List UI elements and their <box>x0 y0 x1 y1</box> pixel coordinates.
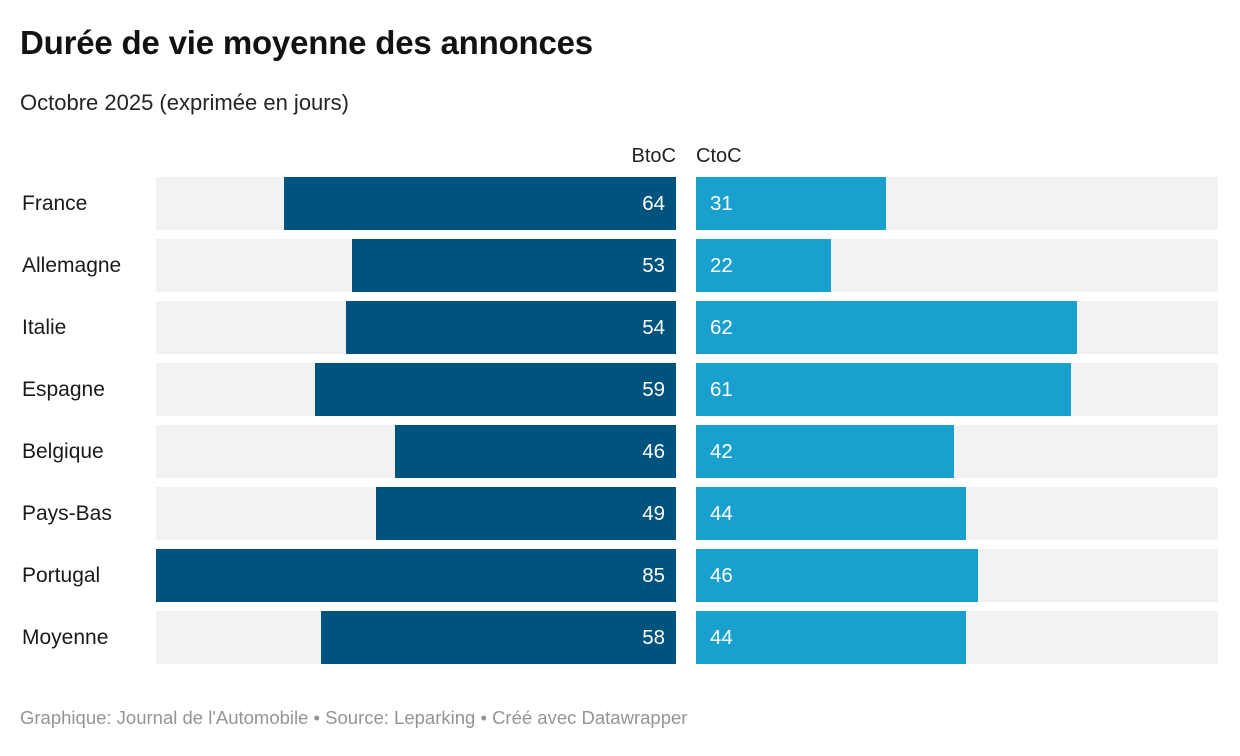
ctoc-track: 61 <box>696 363 1218 417</box>
ctoc-value-label: 46 <box>710 563 733 587</box>
btoc-value-label: 49 <box>642 501 665 525</box>
ctoc-track: 22 <box>696 239 1218 293</box>
column-gap <box>676 425 696 478</box>
chart-row: France 64 31 <box>20 177 1218 231</box>
ctoc-track: 31 <box>696 177 1218 231</box>
ctoc-track: 44 <box>696 611 1218 665</box>
column-header-btoc: BtoC <box>631 145 676 168</box>
row-label: Portugal <box>22 563 101 587</box>
chart-row: Espagne 59 61 <box>20 363 1218 417</box>
chart-footer-credits: Graphique: Journal de l'Automobile • Sou… <box>20 707 688 729</box>
btoc-value-label: 85 <box>642 563 665 587</box>
ctoc-value-label: 61 <box>710 377 733 401</box>
row-label: Italie <box>22 315 67 339</box>
chart-row: Pays-Bas 49 44 <box>20 487 1218 541</box>
btoc-value-label: 64 <box>642 191 665 215</box>
ctoc-bar: 62 <box>696 301 1077 355</box>
bar-chart: BtoC CtoC France 64 31 Allemagne 53 <box>20 142 1218 665</box>
row-label: Moyenne <box>22 625 109 649</box>
chart-row: Allemagne 53 22 <box>20 239 1218 293</box>
ctoc-bar: 42 <box>696 425 954 479</box>
btoc-bar: 53 <box>351 239 676 293</box>
btoc-value-label: 58 <box>642 625 665 649</box>
btoc-value-label: 54 <box>642 315 665 339</box>
btoc-track: 85 <box>156 549 676 603</box>
btoc-value-label: 53 <box>642 253 665 277</box>
btoc-track: 59 <box>156 363 676 417</box>
column-gap <box>676 611 696 664</box>
column-gap <box>676 177 696 230</box>
btoc-track: 49 <box>156 487 676 541</box>
row-label: Pays-Bas <box>22 501 112 525</box>
ctoc-bar: 22 <box>696 239 832 293</box>
ctoc-bar: 44 <box>696 611 967 665</box>
ctoc-track: 62 <box>696 301 1218 355</box>
ctoc-track: 44 <box>696 487 1218 541</box>
btoc-track: 58 <box>156 611 676 665</box>
ctoc-value-label: 42 <box>710 439 733 463</box>
chart-row: Moyenne 58 44 <box>20 611 1218 665</box>
ctoc-value-label: 31 <box>710 191 733 215</box>
column-gap <box>676 487 696 540</box>
column-gap <box>676 549 696 602</box>
btoc-bar: 64 <box>284 177 676 231</box>
chart-subtitle: Octobre 2025 (exprimée en jours) <box>20 89 349 115</box>
ctoc-bar: 44 <box>696 487 967 541</box>
chart-title: Durée de vie moyenne des annonces <box>20 24 593 61</box>
btoc-track: 54 <box>156 301 676 355</box>
column-gap <box>676 239 696 292</box>
column-gap <box>676 363 696 416</box>
ctoc-bar: 61 <box>696 363 1071 417</box>
btoc-value-label: 46 <box>642 439 665 463</box>
btoc-track: 64 <box>156 177 676 231</box>
btoc-bar: 59 <box>315 363 676 417</box>
ctoc-bar: 31 <box>696 177 887 231</box>
ctoc-value-label: 44 <box>710 501 733 525</box>
chart-rows: France 64 31 Allemagne 53 22 Italie <box>20 177 1218 665</box>
btoc-bar: 46 <box>394 425 676 479</box>
btoc-bar: 49 <box>376 487 676 541</box>
ctoc-track: 46 <box>696 549 1218 603</box>
ctoc-track: 42 <box>696 425 1218 479</box>
row-label: Belgique <box>22 439 104 463</box>
btoc-bar: 85 <box>156 549 676 603</box>
row-label: Allemagne <box>22 253 122 277</box>
row-label: Espagne <box>22 377 105 401</box>
btoc-bar: 54 <box>345 301 676 355</box>
ctoc-bar: 46 <box>696 549 979 603</box>
ctoc-value-label: 22 <box>710 253 733 277</box>
ctoc-value-label: 62 <box>710 315 733 339</box>
ctoc-value-label: 44 <box>710 625 733 649</box>
chart-row: Belgique 46 42 <box>20 425 1218 479</box>
btoc-track: 53 <box>156 239 676 293</box>
column-gap <box>676 301 696 354</box>
chart-row: Portugal 85 46 <box>20 549 1218 603</box>
row-label: France <box>22 191 88 215</box>
btoc-value-label: 59 <box>642 377 665 401</box>
column-headers: BtoC CtoC <box>20 142 1218 168</box>
btoc-track: 46 <box>156 425 676 479</box>
column-header-ctoc: CtoC <box>696 145 742 168</box>
btoc-bar: 58 <box>321 611 676 665</box>
chart-row: Italie 54 62 <box>20 301 1218 355</box>
